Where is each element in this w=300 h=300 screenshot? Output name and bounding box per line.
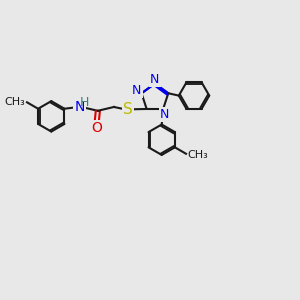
Text: CH₃: CH₃ xyxy=(187,150,208,160)
Text: N: N xyxy=(160,108,169,121)
Text: N: N xyxy=(74,100,85,114)
Text: CH₃: CH₃ xyxy=(5,97,26,107)
Text: O: O xyxy=(91,121,102,135)
Text: N: N xyxy=(150,73,160,86)
Text: S: S xyxy=(123,102,133,117)
Text: H: H xyxy=(80,96,89,109)
Text: N: N xyxy=(132,84,142,98)
